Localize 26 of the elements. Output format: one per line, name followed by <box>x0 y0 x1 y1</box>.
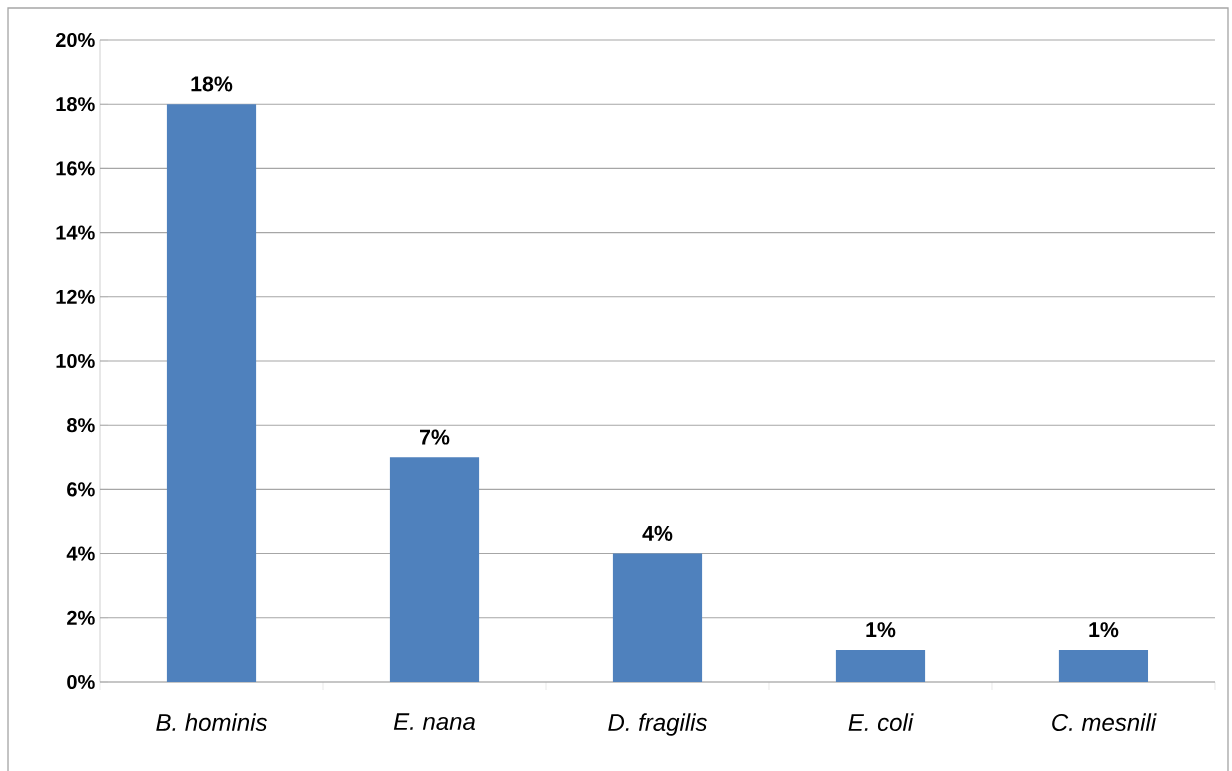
y-tick-label: 0% <box>67 674 95 690</box>
bar <box>1058 649 1149 682</box>
bar <box>166 104 257 682</box>
data-label: 7% <box>420 429 450 445</box>
x-tick-label: D. fragilis <box>608 713 707 736</box>
x-tick-label: B. hominis <box>156 713 267 731</box>
y-tick-label: 4% <box>66 546 95 561</box>
data-label: 1% <box>1089 622 1119 638</box>
y-tick-label: 10% <box>56 353 95 369</box>
data-label: 4% <box>642 525 673 541</box>
x-tick-label: E. coli <box>848 713 914 731</box>
y-tick-label: 8% <box>67 418 95 433</box>
bar <box>612 553 703 682</box>
y-tick-label: 12% <box>56 289 95 304</box>
bar <box>835 649 926 682</box>
data-label: 18% <box>191 76 233 92</box>
x-tick-label: C. mesnili <box>1052 713 1157 731</box>
y-tick-label: 20% <box>55 32 95 48</box>
y-tick-label: 6% <box>67 482 95 497</box>
bar <box>389 457 480 682</box>
x-tick-label: E. nana <box>393 713 476 731</box>
data-label: 1% <box>866 622 896 638</box>
y-tick-label: 18% <box>56 97 95 112</box>
y-tick-label: 14% <box>56 225 95 240</box>
y-tick-label: 2% <box>67 610 95 625</box>
y-tick-label: 16% <box>56 161 95 176</box>
